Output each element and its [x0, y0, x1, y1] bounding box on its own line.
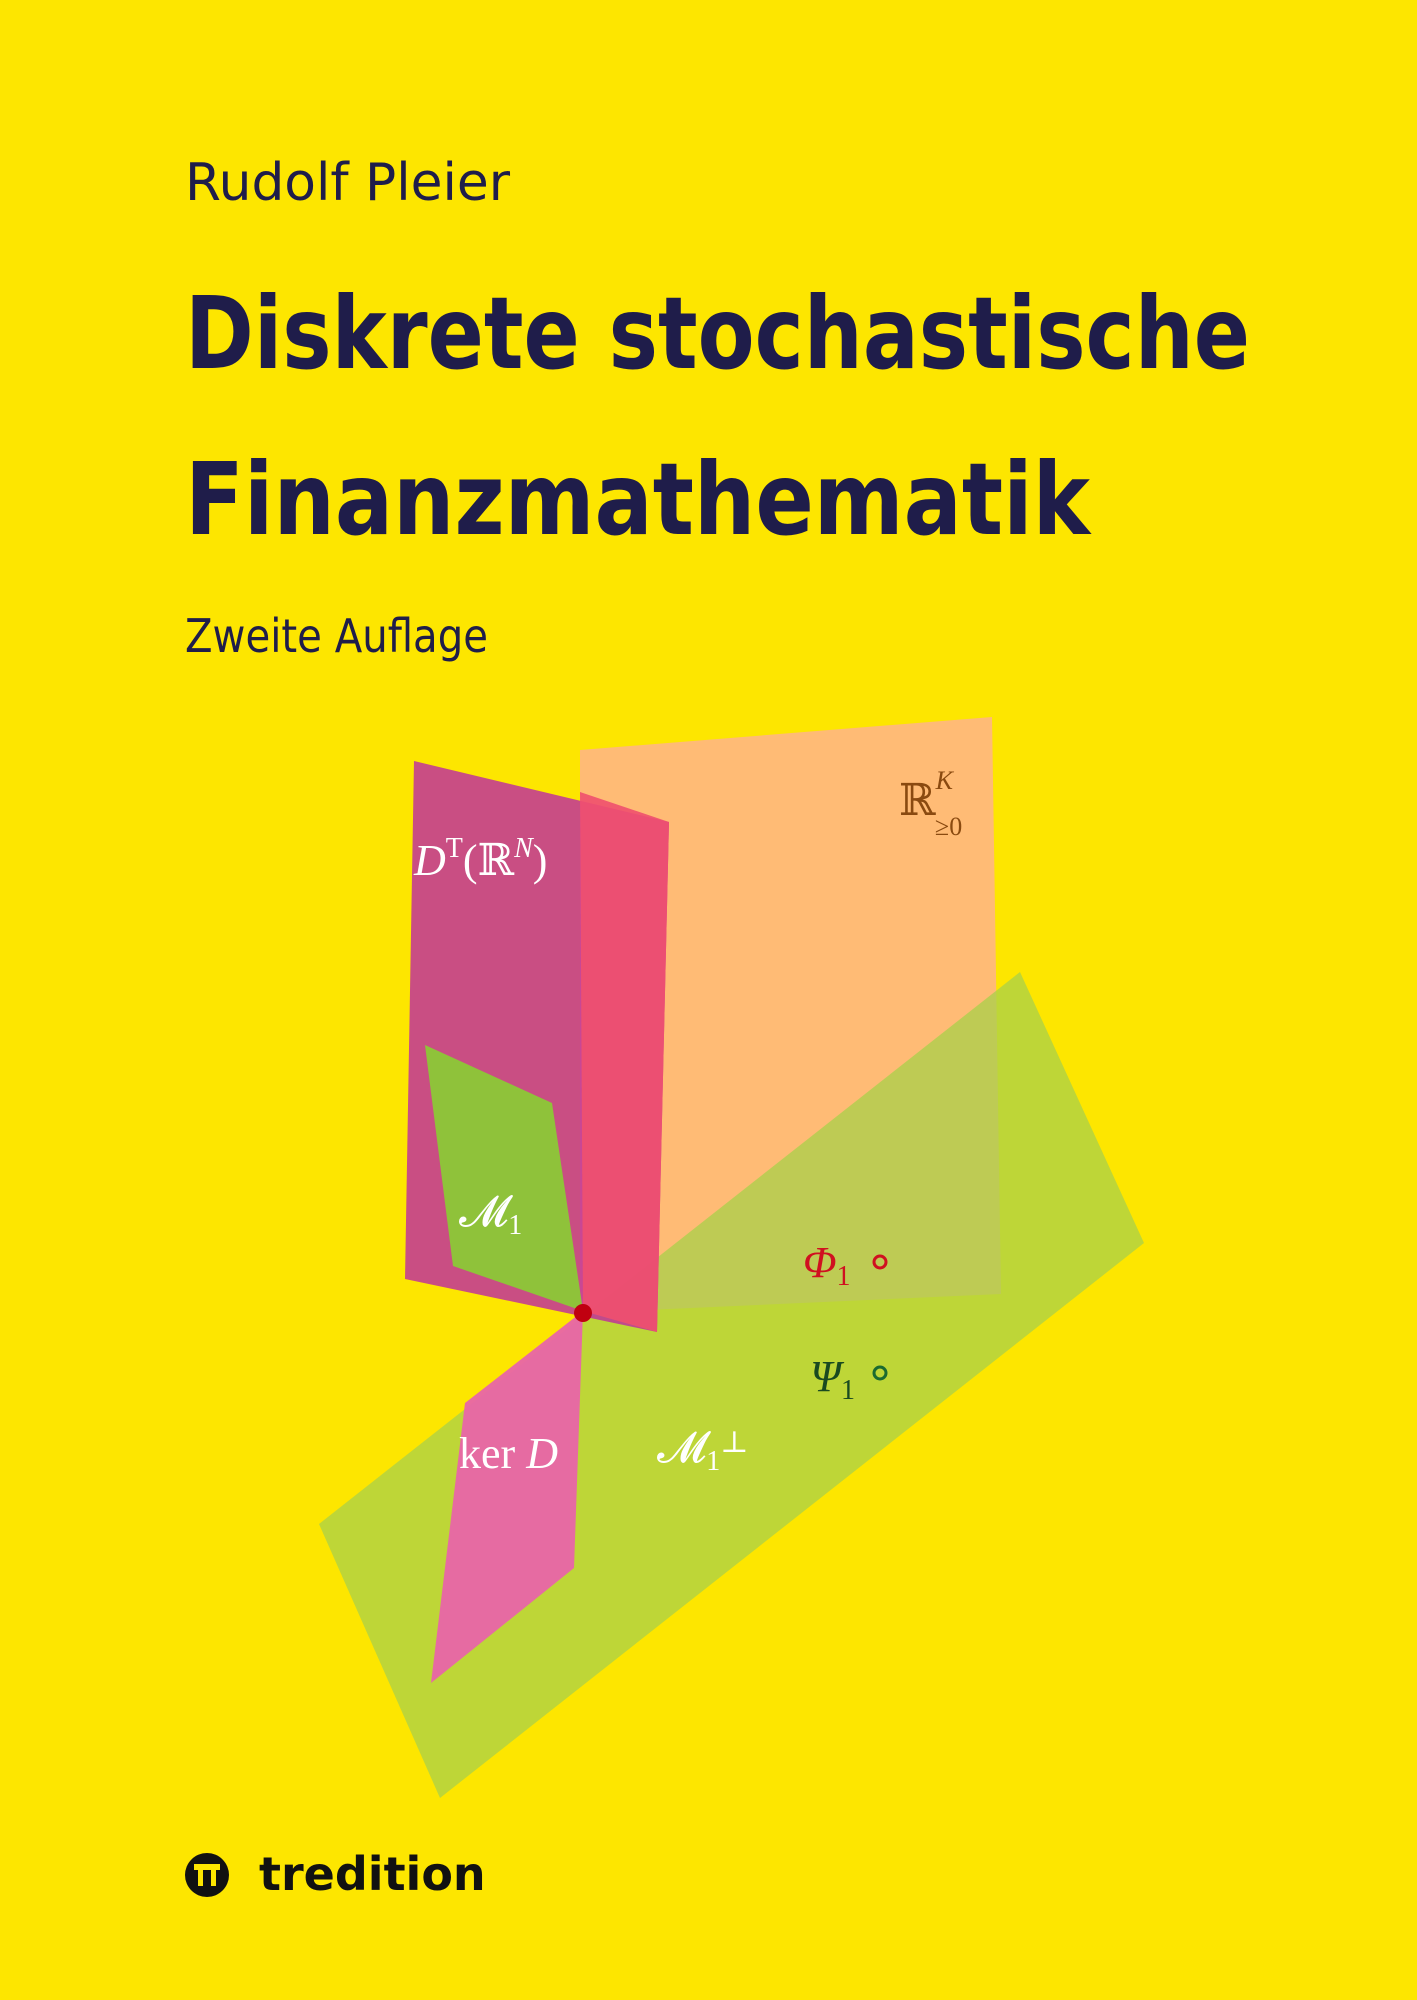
- label-part: ⊥: [720, 1426, 748, 1459]
- label-part: ker: [459, 1429, 526, 1478]
- image-label: DT(ℝN): [413, 833, 547, 885]
- logo-icon-part: [194, 1864, 220, 1870]
- label-part: 1: [841, 1375, 855, 1406]
- logo-icon: [185, 1853, 229, 1897]
- label-part: N: [513, 833, 534, 864]
- origin-point: [574, 1304, 592, 1322]
- label-part: ℝ: [899, 776, 936, 825]
- logo-icon-part: [211, 1870, 216, 1886]
- m1-perp-label: 𝓜1⊥: [657, 1423, 749, 1477]
- label-part: D: [413, 836, 446, 885]
- kernel-plane: [431, 1311, 583, 1683]
- edition: Zweite Auflage: [185, 609, 488, 663]
- author: Rudolf Pleier: [185, 153, 511, 213]
- publisher: tredition: [259, 1847, 486, 1901]
- label-part: 𝓜: [657, 1423, 711, 1472]
- label-part: D: [525, 1429, 558, 1478]
- publisher-logo: tredition: [185, 1847, 486, 1901]
- label-part: ≥0: [935, 812, 962, 841]
- label-part: K: [935, 766, 955, 795]
- label-part: 𝓜: [459, 1187, 513, 1236]
- m1-plane: [425, 1045, 583, 1311]
- label-part: ): [533, 836, 548, 885]
- m1-label: 𝓜1: [459, 1187, 522, 1241]
- overlap: [580, 792, 669, 1332]
- title-line: Diskrete stochastische: [185, 275, 1250, 392]
- phi-point: [872, 1254, 888, 1270]
- label-part: (ℝ: [463, 836, 515, 885]
- kernel-label: ker D: [459, 1429, 558, 1478]
- diagram: ℝK ≥0 DT(ℝN) 𝓜1 Φ1 Ψ1 ker D 𝓜1⊥: [319, 717, 1144, 1798]
- phi-label: Φ1: [803, 1238, 851, 1292]
- label-part: Ψ: [810, 1352, 845, 1401]
- logo-icon-part: [198, 1870, 203, 1886]
- cone-label: ℝK ≥0: [899, 766, 962, 841]
- psi-label: Ψ1: [810, 1352, 855, 1406]
- label-part: T: [446, 833, 463, 864]
- label-part: 1: [837, 1261, 851, 1292]
- title-line: Finanzmathematik: [185, 441, 1092, 558]
- psi-point: [872, 1365, 888, 1381]
- label-part: Φ: [803, 1238, 837, 1287]
- label-part: 1: [508, 1210, 522, 1241]
- label-part: 1: [706, 1446, 720, 1477]
